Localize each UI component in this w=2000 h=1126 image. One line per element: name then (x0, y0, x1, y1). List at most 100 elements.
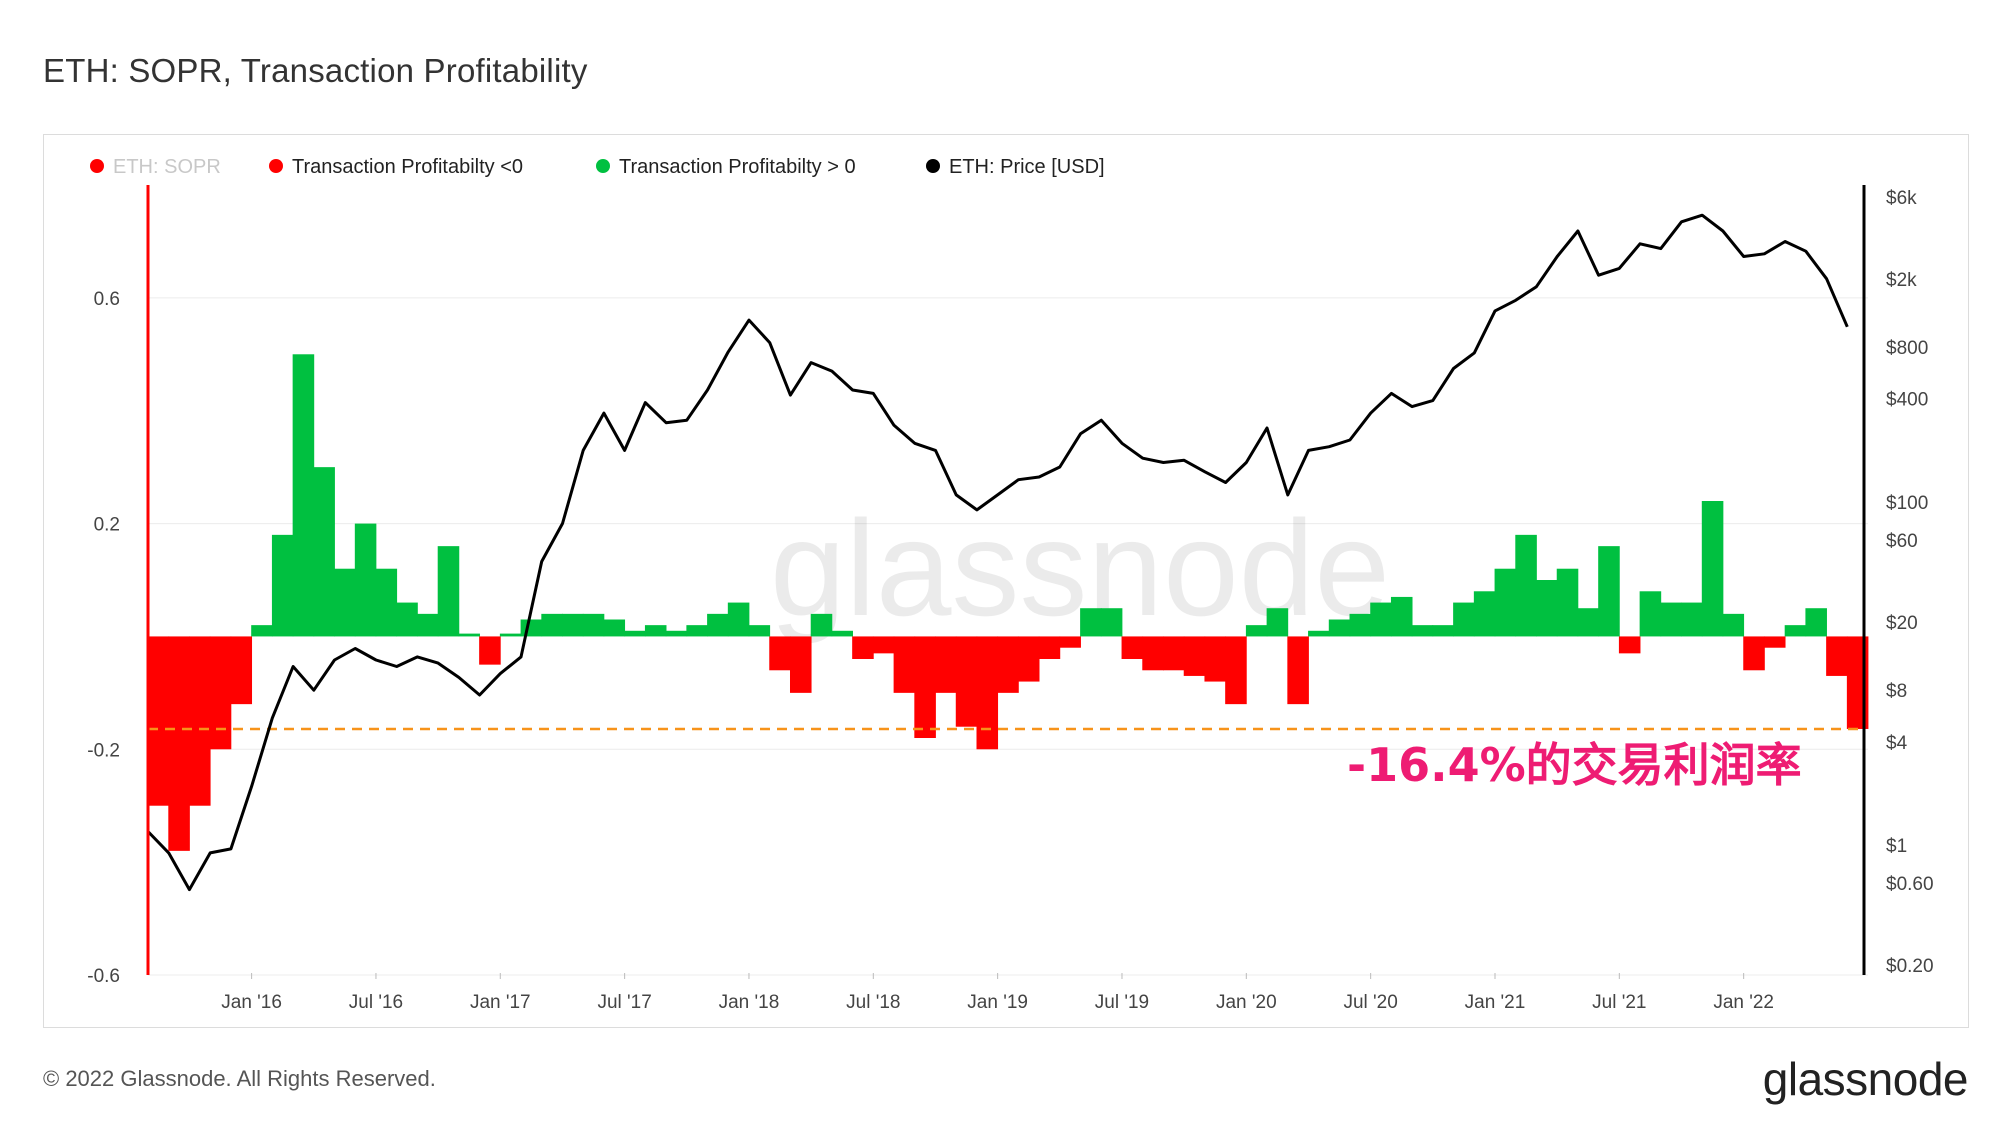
profitability-bar (1204, 636, 1227, 682)
profitability-bar (727, 602, 750, 637)
y-right-tick-label: $2k (1886, 270, 1917, 291)
profitability-bar (1618, 636, 1641, 654)
profitability-bar (893, 636, 916, 693)
profitability-bar (1453, 602, 1475, 637)
x-tick-label: Jan '21 (1465, 992, 1526, 1013)
profitability-bar (1494, 568, 1517, 637)
profitability-bar (1142, 636, 1164, 671)
profitability-bar (955, 636, 978, 727)
profitability-bar (603, 619, 626, 637)
legend-swatch (596, 159, 610, 173)
profitability-bar (354, 523, 377, 637)
profitability-bar (686, 625, 708, 637)
y-right-tick-label: $60 (1886, 531, 1918, 552)
x-tick-label: Jul '16 (349, 992, 403, 1013)
profitability-bar (271, 534, 294, 637)
profitability-bar (1183, 636, 1206, 676)
x-tick-label: Jul '18 (846, 992, 900, 1013)
profitability-bar (541, 613, 563, 637)
profitability-bar (209, 636, 232, 750)
x-tick-label: Jul '17 (597, 992, 651, 1013)
y-right-tick-label: $6k (1886, 188, 1917, 209)
profitability-bar (230, 636, 253, 705)
y-right-tick-label: $20 (1886, 613, 1918, 634)
profitability-bar (334, 568, 356, 637)
profitability-bar (1370, 602, 1392, 637)
y-right-tick-label: $400 (1886, 390, 1928, 411)
profitability-bar (375, 568, 398, 637)
annotation-label: -16.4%的交易利润率 (1347, 738, 1802, 792)
x-axis: Jan '16 Jul '16 Jan '17 Jul '17 Jan '18 Jul '… (221, 973, 1774, 1013)
profitability-bar (831, 630, 853, 637)
x-tick-label: Jan '19 (967, 992, 1028, 1013)
x-tick-label: Jan '20 (1216, 992, 1277, 1013)
profitability-bar (748, 625, 771, 637)
legend-label: ETH: Price [USD] (949, 156, 1105, 178)
profitability-bar (997, 636, 1019, 693)
profitability-bar (665, 630, 688, 637)
profitability-bar (1577, 608, 1600, 637)
y-left-tick-label: -0.6 (87, 966, 120, 987)
profitability-bar (292, 354, 315, 637)
profitability-bar (789, 636, 812, 693)
profitability-bar (810, 613, 833, 637)
profitability-bar (1515, 534, 1537, 637)
profitability-bar (1349, 613, 1372, 637)
profitability-bar (1038, 636, 1061, 659)
profitability-bar (1536, 580, 1558, 637)
chart-edges (146, 185, 1866, 975)
profitability-bar (1826, 636, 1848, 676)
profitability-bar (1660, 602, 1682, 637)
profitability-bar (914, 636, 936, 738)
legend-label: ETH: SOPR (113, 156, 221, 178)
profitability-bar (1639, 591, 1662, 637)
y-axis-left: 0.6 0.2 -0.2 -0.6 (87, 289, 120, 987)
y-left-tick-label: 0.6 (94, 289, 120, 310)
y-right-tick-label: $0.20 (1886, 956, 1934, 977)
x-tick-label: Jan '22 (1713, 992, 1774, 1013)
profitability-bar (624, 630, 646, 637)
profitability-bar (976, 636, 999, 750)
profitability-bar (396, 602, 418, 637)
legend-label: Transaction Profitabilty <0 (292, 156, 523, 178)
profitability-bar (769, 636, 791, 671)
profitability-bar (458, 633, 480, 637)
profitability-bars (147, 354, 1869, 851)
legend: ETH: SOPR Transaction Profitabilty <0 Tran… (90, 156, 1105, 178)
price-line (146, 213, 1849, 892)
y-right-tick-label: $4 (1886, 733, 1908, 754)
x-tick-label: Jan '16 (221, 992, 282, 1013)
y-right-tick-label: $800 (1886, 338, 1928, 359)
price-series-line (146, 213, 1849, 892)
x-tick-label: Jan '18 (719, 992, 780, 1013)
profitability-bar (1473, 591, 1496, 637)
copyright-text: © 2022 Glassnode. All Rights Reserved. (43, 1066, 436, 1091)
x-tick-label: Jan '17 (470, 992, 531, 1013)
profitability-bar (1163, 636, 1185, 671)
profitability-bar (499, 633, 522, 637)
profitability-bar (872, 636, 895, 654)
profitability-bar (1225, 636, 1247, 705)
profitability-bar (644, 625, 667, 637)
profitability-bar (1743, 636, 1765, 671)
profitability-bar (1266, 608, 1289, 637)
profitability-bar (520, 619, 543, 637)
legend-label: Transaction Profitabilty > 0 (619, 156, 856, 178)
y-left-tick-label: 0.2 (94, 515, 120, 536)
profitability-bar (1432, 625, 1454, 637)
profitability-bar (437, 546, 460, 637)
profitability-bar (1556, 568, 1579, 637)
y-right-tick-label: $100 (1886, 493, 1928, 514)
profitability-bar (1722, 613, 1745, 637)
profitability-bar (1784, 625, 1807, 637)
profitability-bar (1763, 636, 1786, 648)
profitability-bar (313, 467, 335, 637)
profitability-bar (1017, 636, 1040, 682)
profitability-bar (168, 636, 190, 851)
gridlines (148, 297, 1868, 976)
y-axis-right: $6k $2k $800 $400 $100 $60 $20 $8 $4 $1 $0.60 $0.20 (1886, 188, 1934, 977)
profitability-bar (1245, 625, 1268, 637)
profitability-bar (852, 636, 874, 659)
chart-title: ETH: SOPR, Transaction Profitability (43, 52, 588, 89)
